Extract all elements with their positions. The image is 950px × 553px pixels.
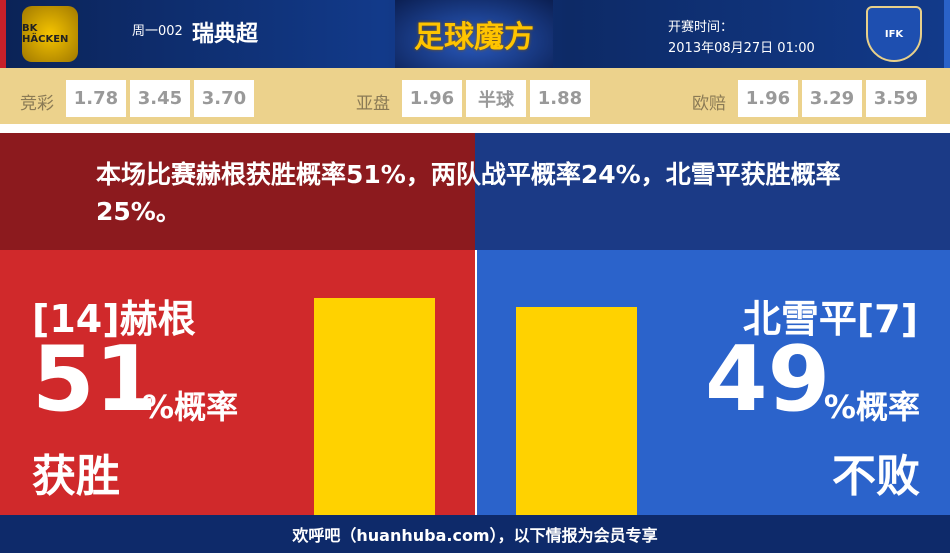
odds-bar: 竞彩 1.78 3.45 3.70 亚盘 1.96 半球 1.88 欧赔 1.9…	[0, 68, 950, 128]
brand-logo: 足球魔方	[395, 0, 553, 68]
kickoff-label: 开赛时间：	[668, 20, 734, 35]
match-number: 周一002	[132, 24, 183, 39]
home-team-logo: BK HÄCKEN	[22, 6, 78, 62]
odds-value: 1.96	[402, 80, 462, 117]
yapan-label: 亚盘	[356, 94, 390, 114]
member-footer[interactable]: 欢呼吧（huanhuba.com），以下情报为会员专享	[0, 515, 950, 553]
odds-value: 3.29	[802, 80, 862, 117]
away-probability-bar	[516, 306, 637, 515]
away-team-name: 北雪平[7]	[742, 297, 918, 341]
home-team-name: [14]赫根	[32, 297, 196, 341]
summary-bg-home	[0, 133, 475, 250]
odds-value: 3.70	[194, 80, 254, 117]
home-percent-unit: %概率	[142, 388, 239, 426]
prediction-summary: 本场比赛赫根获胜概率51%，两队战平概率24%，北雪平获胜概率25%。	[96, 160, 841, 226]
away-panel: 北雪平[7] 49 %概率 不败	[475, 250, 950, 515]
oupei-label: 欧赔	[692, 94, 726, 114]
home-panel: [14]赫根 51 %概率 获胜	[0, 250, 475, 515]
footer-text[interactable]: 欢呼吧（huanhuba.com），以下情报为会员专享	[292, 526, 658, 545]
away-percent-unit: %概率	[823, 388, 920, 426]
home-percent: 51	[32, 327, 158, 432]
odds-value: 1.78	[66, 80, 126, 117]
kickoff-time: 2013年08月27日 01:00	[668, 41, 815, 56]
away-percent: 49	[705, 327, 831, 432]
home-probability-bar	[314, 298, 435, 515]
summary-bg-away	[475, 133, 950, 250]
away-team-logo: IFK	[866, 6, 922, 62]
away-logo-text: IFK	[884, 28, 904, 40]
home-logo-text: BK HÄCKEN	[22, 23, 69, 45]
odds-value: 3.59	[866, 80, 926, 117]
odds-value: 3.45	[130, 80, 190, 117]
home-outcome: 获胜	[32, 451, 120, 502]
odds-value: 1.88	[530, 80, 590, 117]
away-outcome: 不败	[832, 451, 920, 502]
odds-value: 半球	[466, 80, 526, 117]
league-name: 瑞典超	[192, 22, 259, 47]
jingcai-label: 竞彩	[20, 94, 54, 114]
odds-value: 1.96	[738, 80, 798, 117]
